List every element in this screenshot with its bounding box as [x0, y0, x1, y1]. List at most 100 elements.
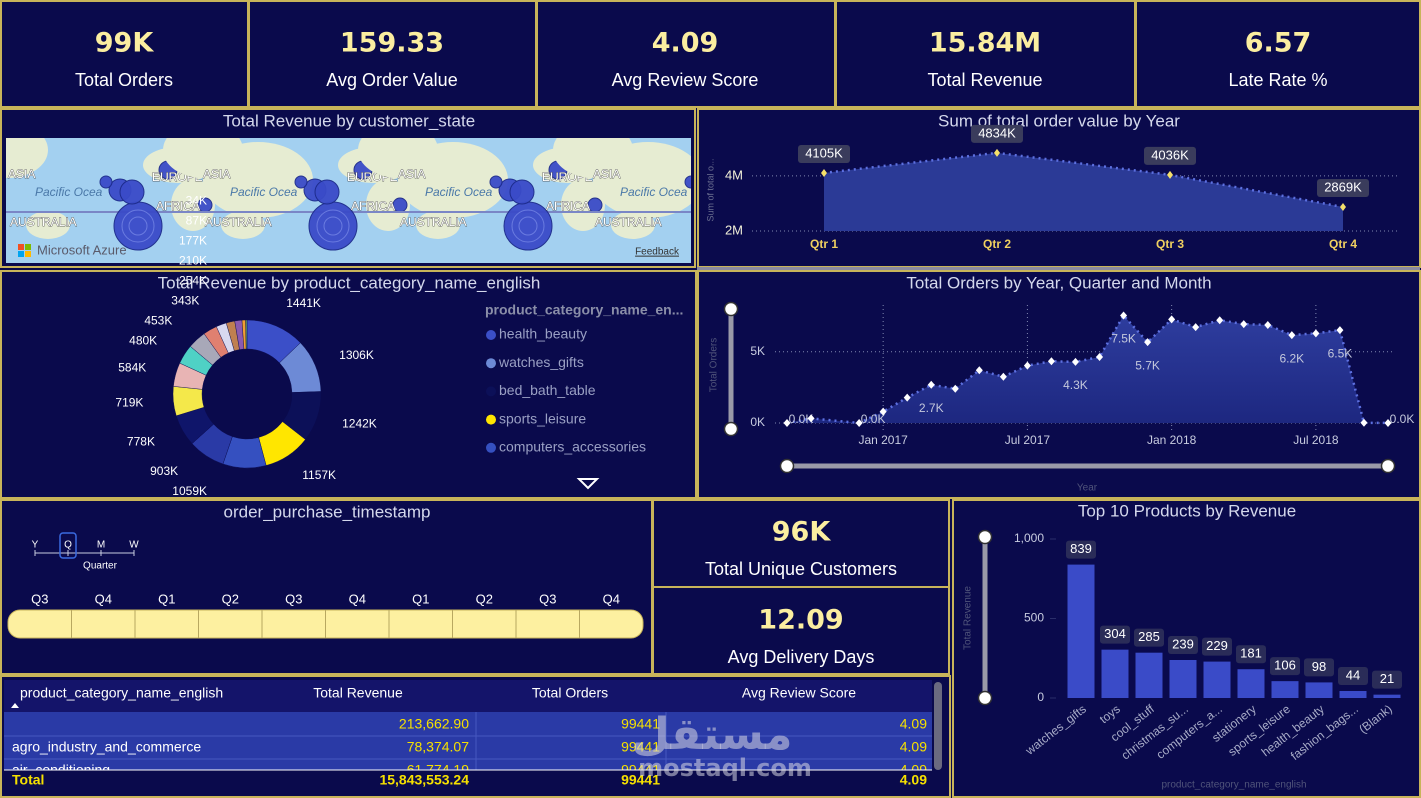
kpi-value: 12.09	[758, 605, 843, 636]
slider-handle[interactable]	[1380, 458, 1396, 474]
marker	[1240, 320, 1248, 329]
data-label: 719K	[115, 396, 143, 410]
period-label: Q3	[31, 591, 48, 606]
marker	[1144, 338, 1152, 347]
map-bubble	[392, 197, 408, 213]
data-label: 6.5K	[1328, 346, 1353, 360]
data-label: 1059K	[172, 484, 207, 498]
kpi-label: Late Rate %	[1228, 70, 1327, 90]
panel	[0, 675, 951, 798]
legend-swatch[interactable]	[486, 414, 496, 425]
map-bubble	[684, 175, 691, 189]
map-label: ASIA	[203, 167, 230, 181]
cell: 78,374.07	[407, 739, 469, 755]
column-header[interactable]: Avg Review Score	[742, 685, 856, 701]
period-label: Q1	[158, 591, 175, 606]
level-label[interactable]: M	[97, 540, 105, 551]
map-label: AUSTRALIA	[595, 215, 662, 229]
column-header[interactable]: Total Revenue	[313, 685, 403, 701]
marker	[1047, 357, 1055, 366]
map-land	[358, 138, 438, 178]
y-axis-title: Sum of total o...	[705, 158, 715, 221]
map-label: Pacific Ocea	[35, 185, 103, 199]
marker	[1192, 323, 1200, 332]
marker	[927, 380, 935, 389]
scrollbar[interactable]	[934, 682, 942, 770]
marker	[999, 372, 1007, 381]
data-label: 839	[1070, 541, 1092, 556]
map-link[interactable]: Feedback	[635, 247, 680, 258]
data-label-box	[1338, 667, 1368, 686]
scroll-arrow[interactable]	[576, 478, 600, 490]
data-label: 480K	[129, 334, 157, 348]
marker	[855, 418, 863, 427]
legend-swatch[interactable]	[486, 358, 496, 369]
marker	[821, 168, 827, 177]
slider-handle[interactable]	[977, 529, 993, 545]
bar	[1237, 669, 1265, 698]
level-label[interactable]: Q	[64, 540, 72, 551]
bar	[1135, 652, 1163, 698]
data-label: 304	[1104, 626, 1126, 641]
legend-swatch[interactable]	[486, 386, 496, 397]
column-header[interactable]: Total Orders	[532, 685, 608, 701]
map-label: Pacific Ocea	[230, 185, 298, 199]
data-label: 0.0K	[789, 412, 814, 426]
kpi-label: Total Revenue	[927, 70, 1042, 90]
data-label: 453K	[144, 314, 172, 328]
x-tick-label: Jul 2018	[1293, 433, 1339, 447]
level-label[interactable]: W	[129, 540, 139, 551]
period-label: Q2	[222, 591, 239, 606]
logo-square	[18, 251, 24, 257]
period-label: Q3	[285, 591, 302, 606]
cell: 4.09	[900, 762, 927, 778]
kpi-label: Total Orders	[75, 70, 173, 90]
slider-handle[interactable]	[779, 458, 795, 474]
map-label: AUSTRALIA	[400, 215, 467, 229]
data-label: 4105K	[805, 145, 843, 160]
legend-swatch[interactable]	[486, 442, 496, 453]
map-land	[416, 211, 460, 239]
kpi-value: 4.09	[652, 28, 719, 59]
marker	[807, 414, 815, 423]
logo-square	[25, 251, 31, 257]
map-bubble-ring	[128, 216, 148, 236]
legend-label[interactable]: health_beauty	[499, 326, 587, 342]
column-header[interactable]: product_category_name_english	[20, 685, 223, 701]
map-land	[611, 211, 655, 239]
bar	[1169, 659, 1197, 698]
marker	[1384, 418, 1392, 427]
data-label-box	[1134, 628, 1164, 647]
total-cell: 4.09	[900, 772, 927, 788]
marker	[1340, 203, 1346, 212]
legend-label[interactable]: computers_accessories	[499, 439, 646, 455]
legend-swatch[interactable]	[486, 330, 496, 340]
data-label: 1441K	[286, 296, 321, 310]
panel	[697, 270, 1421, 499]
kpi-value: 99K	[95, 28, 155, 59]
data-label: 2869K	[1324, 179, 1362, 194]
level-selected	[59, 532, 77, 559]
cell: 61,774.19	[407, 762, 469, 778]
slicer-title: order_purchase_timestamp	[224, 502, 431, 521]
slider-handle[interactable]	[723, 301, 739, 317]
kpi-value: 159.33	[340, 28, 444, 59]
x-tick-label: Jan 2017	[858, 433, 908, 447]
level-label[interactable]: Y	[32, 540, 39, 551]
map-land	[6, 138, 48, 178]
marker	[1120, 311, 1128, 320]
slider-handle[interactable]	[723, 421, 739, 437]
panel	[652, 586, 950, 675]
legend-label[interactable]: watches_gifts	[498, 354, 584, 370]
slider-handle[interactable]	[977, 690, 993, 706]
x-tick-label: Qtr 3	[1156, 237, 1184, 251]
logo-square	[18, 244, 24, 250]
marker	[1096, 352, 1104, 361]
marker	[1168, 315, 1176, 324]
legend-label[interactable]: sports_leisure	[499, 410, 586, 426]
map-bubble	[509, 179, 535, 205]
y-tick-label: 0	[1037, 690, 1044, 704]
legend-label[interactable]: bed_bath_table	[499, 382, 596, 398]
cell: 99441	[621, 739, 660, 755]
data-label: 1306K	[339, 348, 374, 362]
